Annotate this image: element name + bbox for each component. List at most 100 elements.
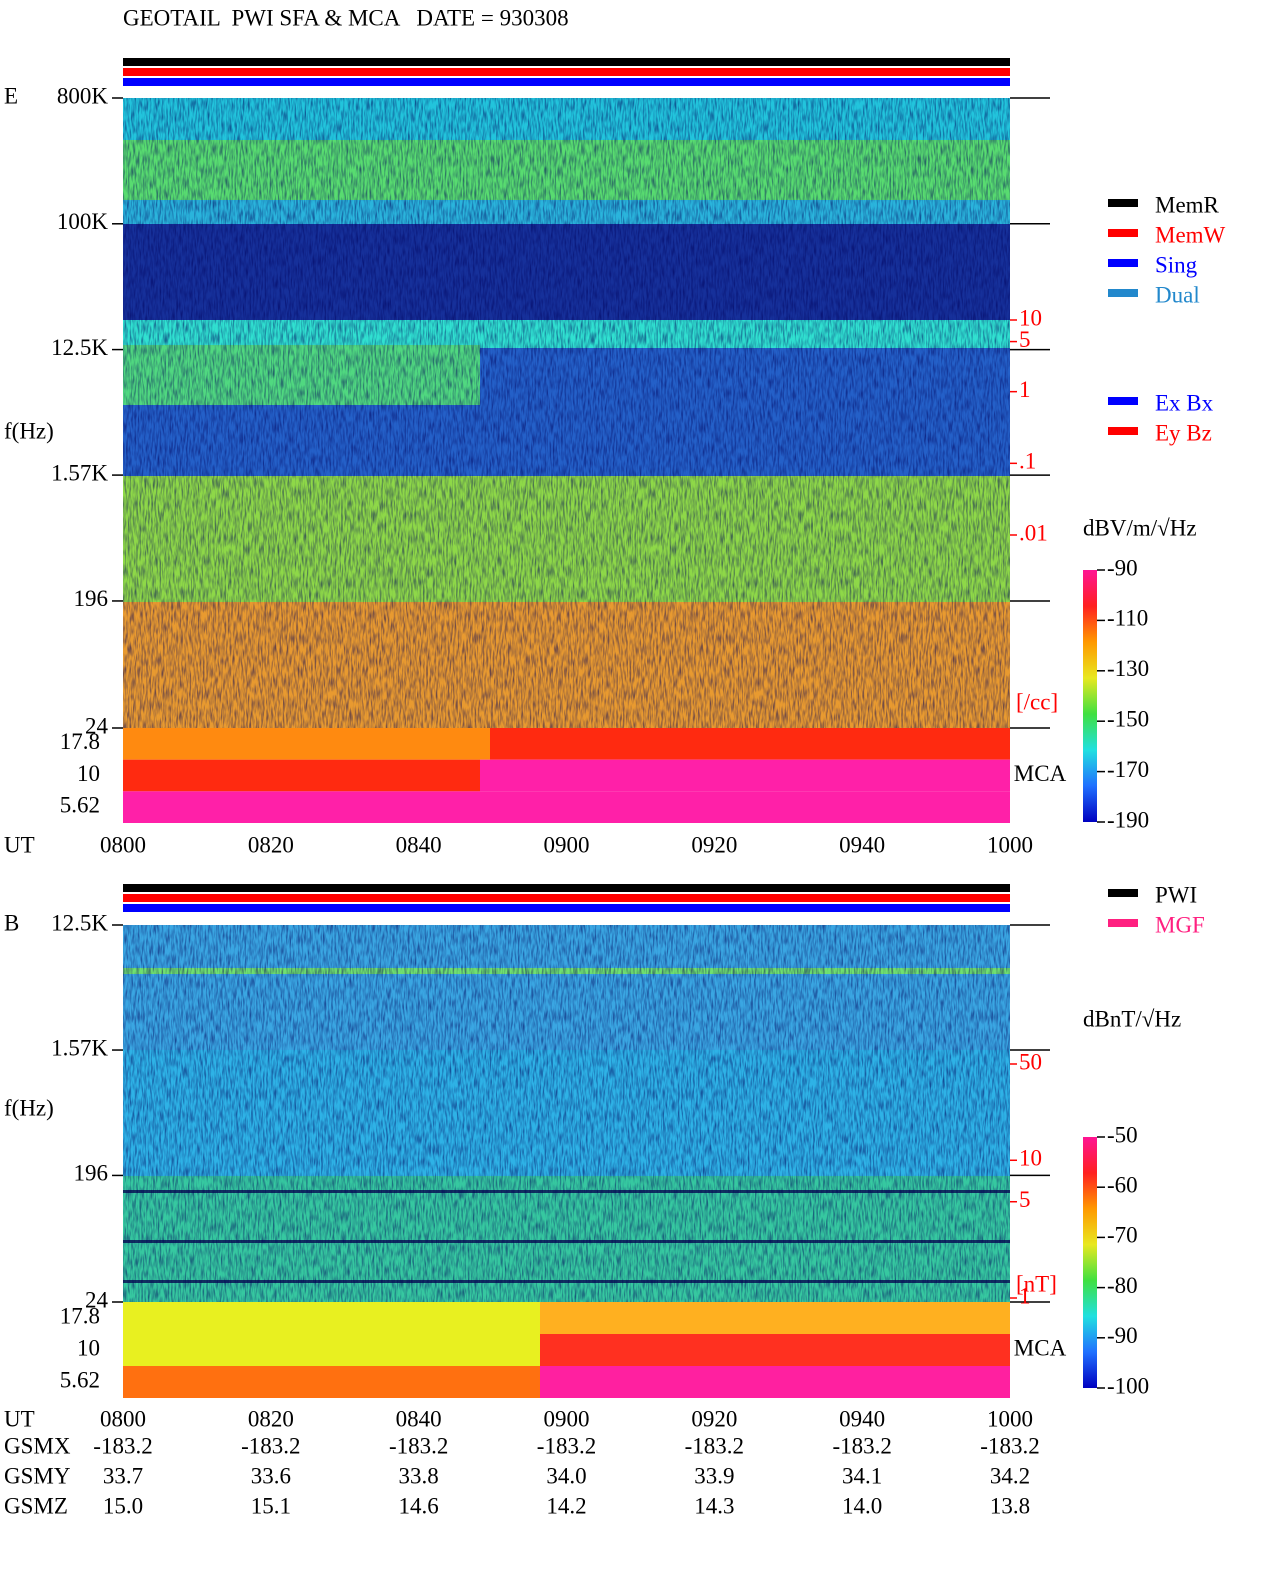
colorbar — [1083, 570, 1097, 822]
colorbar — [1083, 1137, 1097, 1388]
x-tick-label: 0900 — [544, 832, 590, 857]
orbit-value: 33.7 — [103, 1463, 143, 1488]
x-tick-label: 1000 — [987, 1406, 1033, 1431]
orbit-value: 14.2 — [546, 1493, 586, 1518]
orbit-value: -183.2 — [537, 1433, 596, 1458]
y2-tick-label: 5 — [1019, 327, 1031, 352]
mca-channel-label: 10 — [77, 761, 100, 786]
legend-swatch — [1108, 229, 1138, 237]
legend-label: Dual — [1155, 282, 1200, 307]
y-axis-label: f(Hz) — [4, 418, 54, 443]
y-axis-label: f(Hz) — [4, 1095, 54, 1120]
y-tick-label: 196 — [74, 1161, 109, 1186]
legend-swatch — [1108, 259, 1138, 267]
orbit-value: 13.8 — [990, 1493, 1030, 1518]
status-bar — [123, 904, 1010, 912]
y2-tick-label: 10 — [1019, 305, 1042, 330]
y-tick-label: 196 — [74, 586, 109, 611]
panel-label: B — [4, 910, 19, 935]
colorbar-tick-label: -150 — [1107, 706, 1149, 731]
x-tick-label: 0900 — [544, 1406, 590, 1431]
mca-band — [540, 1334, 1010, 1366]
legend-label: Sing — [1155, 252, 1198, 277]
legend-swatch — [1108, 919, 1138, 927]
legend-swatch — [1108, 397, 1138, 405]
orbit-value: -183.2 — [832, 1433, 891, 1458]
mca-band — [123, 791, 1010, 823]
y-tick-label: 12.5K — [51, 335, 108, 360]
mca-label: MCA — [1014, 1335, 1067, 1360]
x-tick-label: 0920 — [691, 1406, 737, 1431]
y2-tick-label: 1 — [1019, 377, 1031, 402]
colorbar-tick-label: -70 — [1107, 1223, 1138, 1248]
mca-band — [123, 1334, 540, 1366]
orbit-value: -183.2 — [685, 1433, 744, 1458]
colorbar-tick-label: -90 — [1107, 1323, 1138, 1348]
mca-band — [123, 759, 480, 792]
orbit-value: 33.6 — [251, 1463, 291, 1488]
orbit-value: 34.0 — [546, 1463, 586, 1488]
status-bar — [123, 78, 1010, 86]
legend-label: MGF — [1155, 912, 1205, 937]
colorbar-label: dBV/m/√Hz — [1083, 515, 1197, 540]
colorbar-tick-label: -190 — [1107, 807, 1149, 832]
x-tick-label: 0840 — [396, 1406, 442, 1431]
y2-tick-label: .1 — [1019, 449, 1036, 474]
panel-label: E — [4, 83, 18, 108]
spectrum-noise — [123, 925, 1010, 1302]
y2-tick-label: .01 — [1019, 520, 1048, 545]
orbit-row-label: GSMY — [4, 1463, 71, 1488]
mca-band — [540, 1366, 1010, 1398]
colorbar-tick-label: -80 — [1107, 1273, 1138, 1298]
x-tick-label: 0920 — [691, 832, 737, 857]
x-tick-label: 0800 — [100, 1406, 146, 1431]
status-bar — [123, 68, 1010, 76]
colorbar-tick-label: -50 — [1107, 1122, 1138, 1147]
orbit-value: 34.2 — [990, 1463, 1030, 1488]
y2-tick-label: 10 — [1019, 1146, 1042, 1171]
colorbar-tick-label: -130 — [1107, 656, 1149, 681]
orbit-value: 34.1 — [842, 1463, 882, 1488]
status-bar — [123, 894, 1010, 902]
mca-channel-label: 5.62 — [60, 1367, 100, 1392]
orbit-value: -183.2 — [980, 1433, 1039, 1458]
orbit-value: 33.9 — [694, 1463, 734, 1488]
x-tick-label: 0940 — [839, 1406, 885, 1431]
orbit-value: -183.2 — [389, 1433, 448, 1458]
mca-band — [123, 1302, 540, 1334]
x-axis-label: UT — [4, 1406, 35, 1431]
y-tick-label: 12.5K — [51, 910, 108, 935]
legend-swatch — [1108, 889, 1138, 897]
mca-channel-label: 10 — [77, 1335, 100, 1360]
y2-tick-label: 1 — [1019, 1283, 1031, 1308]
y2-axis-label: [/cc] — [1016, 689, 1058, 714]
legend-swatch — [1108, 199, 1138, 207]
colorbar-tick-label: -100 — [1107, 1373, 1149, 1398]
y-tick-label: 1.57K — [51, 1035, 108, 1060]
orbit-value: 14.0 — [842, 1493, 882, 1518]
orbit-value: 14.6 — [399, 1493, 439, 1518]
legend-label: Ey Bz — [1155, 420, 1212, 445]
mca-band — [480, 759, 1010, 792]
x-tick-label: 0840 — [396, 832, 442, 857]
mca-channel-label: 5.62 — [60, 792, 100, 817]
mca-band — [123, 728, 490, 760]
mca-channel-label: 17.8 — [60, 1303, 100, 1328]
colorbar-label: dBnT/√Hz — [1083, 1006, 1181, 1031]
x-tick-label: 0820 — [248, 1406, 294, 1431]
x-tick-label: 0800 — [100, 832, 146, 857]
legend-label: MemW — [1155, 222, 1226, 247]
mca-band — [123, 1366, 540, 1398]
colorbar-tick-label: -170 — [1107, 757, 1149, 782]
orbit-value: 15.0 — [103, 1493, 143, 1518]
x-tick-label: 0820 — [248, 832, 294, 857]
spectrum-noise — [123, 98, 1010, 728]
colorbar-tick-label: -60 — [1107, 1172, 1138, 1197]
y-tick-label: 1.57K — [51, 460, 108, 485]
orbit-value: -183.2 — [241, 1433, 300, 1458]
status-bar — [123, 884, 1010, 892]
x-tick-label: 1000 — [987, 832, 1033, 857]
x-tick-label: 0940 — [839, 832, 885, 857]
